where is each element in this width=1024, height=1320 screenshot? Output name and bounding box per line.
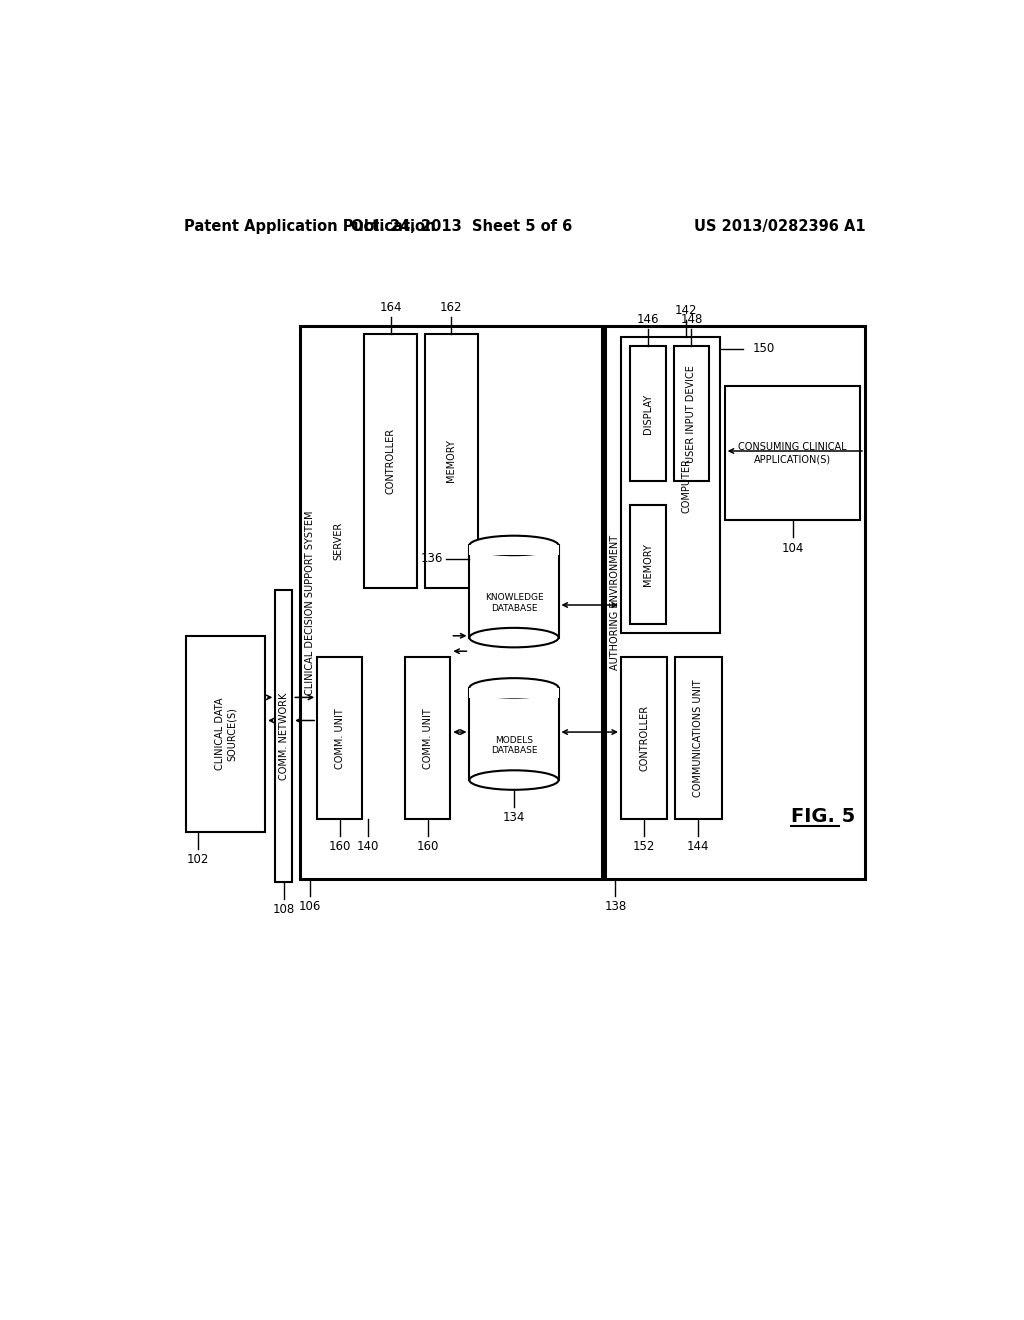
Text: 136: 136 [421, 552, 443, 565]
Text: DATABASE: DATABASE [490, 746, 538, 755]
Text: SERVER: SERVER [334, 521, 344, 560]
Text: 150: 150 [753, 342, 775, 355]
Bar [621, 337, 720, 634]
Bar [469, 688, 558, 780]
Text: MODELS: MODELS [495, 735, 532, 744]
Text: 144: 144 [687, 841, 710, 853]
Bar [275, 590, 292, 882]
Bar [605, 326, 865, 879]
Text: 138: 138 [604, 900, 627, 913]
Ellipse shape [469, 628, 558, 647]
Ellipse shape [469, 678, 558, 698]
Bar [674, 346, 710, 480]
Bar [406, 657, 451, 818]
Text: COMM. UNIT: COMM. UNIT [423, 708, 433, 768]
Bar [630, 346, 666, 480]
Text: 104: 104 [781, 541, 804, 554]
Bar [317, 657, 362, 818]
Text: 148: 148 [680, 313, 702, 326]
Bar [675, 657, 722, 818]
Text: 142: 142 [675, 304, 697, 317]
Text: CONSUMING CLINICAL: CONSUMING CLINICAL [738, 442, 847, 451]
Text: MEMORY: MEMORY [643, 543, 653, 586]
Text: 134: 134 [503, 810, 525, 824]
Bar [621, 657, 668, 818]
Text: US 2013/0282396 A1: US 2013/0282396 A1 [694, 219, 866, 234]
Bar [469, 688, 559, 698]
Text: 108: 108 [272, 903, 295, 916]
Bar [469, 545, 558, 638]
Text: 152: 152 [633, 841, 655, 853]
Text: CONTROLLER: CONTROLLER [386, 428, 395, 494]
Text: CLINICAL DATA
SOURCE(S): CLINICAL DATA SOURCE(S) [215, 698, 237, 771]
Text: DISPLAY: DISPLAY [643, 393, 653, 434]
Text: USER INPUT DEVICE: USER INPUT DEVICE [686, 364, 696, 462]
Text: Oct. 24, 2013  Sheet 5 of 6: Oct. 24, 2013 Sheet 5 of 6 [350, 219, 571, 234]
Text: COMM. NETWORK: COMM. NETWORK [279, 692, 289, 780]
Text: APPLICATION(S): APPLICATION(S) [754, 454, 831, 465]
Bar [365, 334, 417, 589]
Text: COMPUTER: COMPUTER [681, 458, 691, 512]
Text: COMMUNICATIONS UNIT: COMMUNICATIONS UNIT [693, 680, 703, 797]
Text: 162: 162 [440, 301, 463, 314]
Ellipse shape [469, 771, 558, 789]
Ellipse shape [469, 536, 558, 556]
Bar [425, 334, 477, 589]
Bar [186, 636, 265, 832]
Bar [469, 545, 559, 556]
Text: 102: 102 [186, 853, 209, 866]
Text: COMM. UNIT: COMM. UNIT [335, 708, 344, 768]
Text: AUTHORING ENVIRONMENT: AUTHORING ENVIRONMENT [610, 535, 621, 671]
Text: DATABASE: DATABASE [490, 605, 538, 612]
Text: 160: 160 [417, 841, 439, 853]
Bar [725, 385, 860, 520]
Text: 164: 164 [380, 301, 402, 314]
Text: MEMORY: MEMORY [446, 440, 456, 482]
Text: 106: 106 [299, 900, 322, 913]
Text: KNOWLEDGE: KNOWLEDGE [484, 593, 544, 602]
Text: CONTROLLER: CONTROLLER [639, 705, 649, 771]
Text: Patent Application Publication: Patent Application Publication [183, 219, 435, 234]
Text: 140: 140 [357, 841, 380, 853]
Bar [630, 504, 666, 624]
Text: 160: 160 [329, 841, 351, 853]
Text: CLINICAL DECISION SUPPORT SYSTEM: CLINICAL DECISION SUPPORT SYSTEM [305, 511, 315, 694]
Text: 146: 146 [637, 313, 659, 326]
Bar [300, 326, 602, 879]
Text: FIG. 5: FIG. 5 [791, 808, 855, 826]
